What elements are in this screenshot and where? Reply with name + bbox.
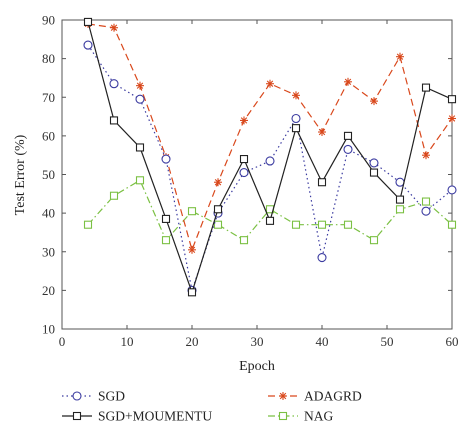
data-point-adagrd: [344, 77, 352, 86]
legend-label: NAG: [304, 409, 333, 424]
y-tick-label: 10: [42, 322, 55, 337]
y-tick-label: 90: [42, 13, 55, 28]
data-point-adagrd: [240, 116, 248, 125]
data-point-sgd-moumentu: [213, 205, 223, 214]
data-point-sgd: [161, 154, 171, 164]
data-point-sgd: [447, 185, 457, 195]
series-line-adagrd: [87, 23, 453, 252]
data-point-adagrd: [396, 52, 404, 61]
data-point-sgd-moumentu: [421, 83, 431, 92]
legend-marker: [72, 411, 82, 421]
data-point-nag: [109, 191, 119, 200]
data-point-sgd-moumentu: [83, 17, 93, 26]
data-point-nag: [187, 207, 197, 216]
data-point-sgd-moumentu: [265, 216, 275, 225]
data-point-sgd-moumentu: [109, 116, 119, 125]
data-point-sgd: [109, 79, 119, 89]
legend: SGD SGD+MOUMENTU ADAGRD NAG: [62, 389, 362, 424]
x-tick-label: 0: [59, 334, 66, 349]
data-point-sgd-moumentu: [239, 155, 249, 164]
legend-item-sgd: SGD: [62, 389, 125, 404]
data-point-sgd: [369, 158, 379, 168]
data-point-nag: [447, 220, 457, 229]
data-point-adagrd: [370, 97, 378, 106]
legend-marker: [279, 392, 287, 400]
data-point-adagrd: [422, 151, 430, 160]
y-axis-title: Test Error (%): [13, 134, 28, 215]
series-nag: [83, 176, 457, 245]
data-point-nag: [161, 236, 171, 245]
data-point-sgd-moumentu: [161, 214, 171, 223]
series-line-nag: [87, 179, 453, 242]
x-tick-label: 30: [251, 334, 264, 349]
data-point-sgd-moumentu: [343, 131, 353, 140]
data-point-sgd-moumentu: [317, 178, 327, 187]
data-point-nag: [421, 197, 431, 206]
data-point-sgd: [83, 40, 93, 50]
y-tick-label: 60: [42, 128, 55, 143]
legend-label: SGD+MOUMENTU: [98, 409, 212, 424]
data-point-nag: [395, 205, 405, 214]
data-point-sgd-moumentu: [187, 288, 197, 297]
data-point-adagrd: [448, 114, 456, 123]
plot-frame: [61, 19, 453, 330]
series-sgd: [83, 40, 457, 295]
data-point-adagrd: [110, 23, 118, 32]
data-point-adagrd: [266, 79, 274, 88]
legend-item-nag: NAG: [268, 409, 333, 424]
data-point-adagrd: [292, 91, 300, 100]
x-tick-label: 40: [316, 334, 329, 349]
data-point-sgd: [343, 144, 353, 154]
data-point-nag: [369, 236, 379, 245]
x-tick-label: 60: [446, 334, 459, 349]
data-point-adagrd: [188, 245, 196, 254]
data-point-sgd: [317, 252, 327, 263]
series-sgd-moumentu: [83, 17, 457, 297]
y-tick-label: 40: [42, 206, 55, 221]
y-tick-label: 80: [42, 51, 55, 66]
data-point-sgd: [135, 94, 145, 104]
y-tick-label: 20: [42, 283, 55, 298]
data-point-nag: [213, 220, 223, 229]
series-layer: [83, 17, 457, 297]
x-axis-title: Epoch: [239, 359, 275, 374]
legend-label: ADAGRD: [304, 389, 362, 404]
data-point-adagrd: [136, 81, 144, 90]
legend-label: SGD: [98, 389, 125, 404]
legend-item-sgd-moumentu: SGD+MOUMENTU: [62, 409, 212, 424]
x-tick-label: 10: [121, 334, 134, 349]
data-point-sgd: [265, 156, 275, 166]
data-point-sgd-moumentu: [135, 143, 145, 152]
data-point-nag: [317, 220, 327, 229]
y-tick-label: 70: [42, 90, 55, 105]
data-point-nag: [343, 220, 353, 229]
y-tick-label: 50: [42, 167, 55, 182]
legend-item-adagrd: ADAGRD: [268, 389, 362, 404]
legend-marker: [278, 411, 288, 421]
data-point-sgd: [239, 168, 249, 178]
data-point-adagrd: [214, 178, 222, 187]
data-point-adagrd: [318, 128, 326, 137]
data-point-sgd-moumentu: [395, 195, 405, 204]
data-point-nag: [239, 236, 249, 245]
axis-ticks: 0 10 20 30 40 50 60 10 20 30 40 50 60 70 80 90: [42, 13, 459, 350]
data-point-nag: [291, 220, 301, 229]
data-point-sgd: [421, 206, 431, 216]
data-point-sgd: [291, 113, 301, 124]
y-tick-label: 30: [42, 244, 55, 259]
legend-marker: [72, 391, 82, 401]
data-point-nag: [135, 176, 145, 185]
data-point-sgd-moumentu: [291, 124, 301, 133]
data-point-sgd-moumentu: [447, 95, 457, 104]
data-point-nag: [83, 220, 93, 229]
data-point-sgd-moumentu: [369, 168, 379, 177]
x-tick-label: 50: [381, 334, 394, 349]
x-tick-label: 20: [186, 334, 199, 349]
